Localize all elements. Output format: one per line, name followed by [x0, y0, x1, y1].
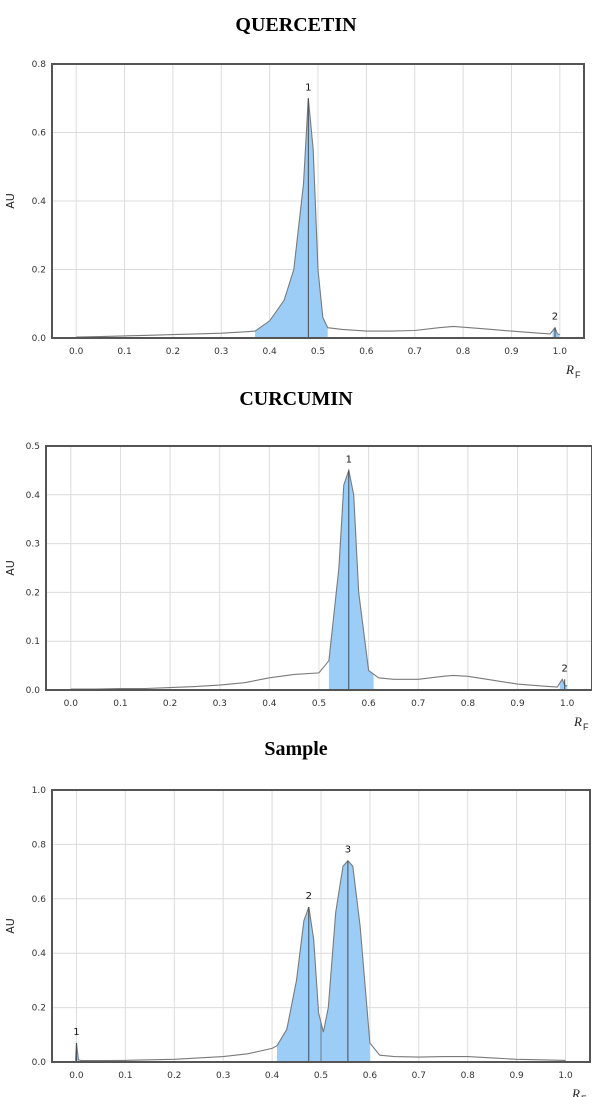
- chart-title: CURCUMIN: [239, 388, 353, 410]
- x-tick-label: 0.4: [265, 1071, 280, 1081]
- curcumin-chart: 0.0 0.1 0.2 0.3 0.4 0.5 0.6 0.7 0.8 0.9 1.0 0.0 0.1 0…: [4, 442, 592, 732]
- x-tick-label: 0.4: [262, 347, 277, 357]
- chart-title: Sample: [264, 738, 328, 760]
- y-tick-label: 0.2: [32, 266, 46, 276]
- x-tick-label: 0.8: [461, 1071, 476, 1081]
- x-axis-label-sub: F: [575, 370, 581, 380]
- y-tick-label: 0.4: [32, 949, 47, 959]
- peak-label: 2: [562, 663, 568, 674]
- x-tick-label: 0.6: [359, 347, 374, 357]
- x-tick-label: 1.0: [553, 347, 568, 357]
- plot-frame: [51, 63, 585, 339]
- x-tick-label: 0.1: [118, 1071, 132, 1081]
- x-axis-label-sub: F: [583, 722, 589, 732]
- x-tick-label: 0.7: [412, 1071, 426, 1081]
- y-tick-label: 1.0: [32, 786, 47, 796]
- x-tick-label: 0.7: [411, 699, 425, 709]
- y-tick-label: 0.2: [26, 588, 40, 598]
- y-axis-label: AU: [4, 560, 17, 576]
- x-tick-label: 0.8: [456, 347, 471, 357]
- x-tick-label: 0.7: [408, 347, 422, 357]
- y-tick-label: 0.6: [32, 895, 47, 905]
- peak-label: 1: [305, 82, 311, 93]
- y-tick-label: 0.8: [32, 840, 47, 850]
- y-axis-label: AU: [4, 193, 17, 209]
- x-tick-label: 0.3: [213, 699, 227, 709]
- x-tick-label: 0.5: [314, 1071, 328, 1081]
- y-tick-label: 0.5: [26, 442, 40, 452]
- x-tick-label: 0.9: [509, 1071, 524, 1081]
- peak-label: 2: [552, 312, 558, 323]
- x-tick-label: 0.0: [69, 1071, 84, 1081]
- y-tick-label: 0.4: [26, 491, 41, 501]
- sample-chart: 0.0 0.1 0.2 0.3 0.4 0.5 0.6 0.7 0.8 0.9 1.0 0.0 0.2 0…: [4, 786, 591, 1097]
- y-tick-label: 0.3: [26, 540, 40, 550]
- x-tick-label: 0.6: [361, 699, 376, 709]
- x-tick-label: 0.8: [461, 699, 476, 709]
- x-tick-label: 1.0: [560, 699, 575, 709]
- x-tick-label: 0.3: [214, 347, 228, 357]
- plot-frame: [45, 445, 592, 691]
- peak-label: 2: [306, 891, 312, 902]
- x-tick-label: 1.0: [558, 1071, 573, 1081]
- x-tick-label: 0.0: [64, 699, 79, 709]
- peak-label: 3: [345, 845, 351, 856]
- y-tick-label: 0.4: [32, 197, 47, 207]
- y-axis-label: AU: [4, 918, 17, 934]
- x-tick-label: 0.9: [510, 699, 525, 709]
- x-tick-label: 0.9: [504, 347, 519, 357]
- y-tick-label: 0.1: [26, 637, 40, 647]
- x-tick-label: 0.6: [363, 1071, 378, 1081]
- x-tick-label: 0.5: [312, 699, 326, 709]
- x-tick-label: 0.5: [311, 347, 325, 357]
- x-tick-label: 0.2: [166, 347, 180, 357]
- x-axis-label: R: [565, 362, 574, 377]
- quercetin-chart: 0.0 0.1 0.2 0.3 0.4 0.5 0.6 0.7 0.8 0.9 1.0 0.0 0.2 0…: [4, 60, 585, 380]
- series-line: [76, 98, 560, 338]
- x-tick-label: 0.1: [113, 699, 127, 709]
- x-tick-label: 0.2: [163, 699, 177, 709]
- x-axis-label: R: [571, 1086, 580, 1097]
- y-tick-label: 0.0: [32, 334, 47, 344]
- series-line: [70, 468, 568, 690]
- x-tick-label: 0.4: [262, 699, 277, 709]
- plot-frame: [51, 789, 591, 1063]
- series-line: [74, 859, 566, 1062]
- y-tick-label: 0.2: [32, 1004, 46, 1014]
- y-tick-label: 0.6: [32, 129, 47, 139]
- peak-label: 1: [346, 454, 352, 465]
- x-tick-label: 0.0: [69, 347, 84, 357]
- y-tick-label: 0.0: [32, 1058, 47, 1068]
- x-axis-label-sub: F: [581, 1094, 587, 1097]
- peak-area: [552, 327, 560, 338]
- y-tick-label: 0.8: [32, 60, 47, 70]
- x-tick-label: 0.2: [167, 1071, 181, 1081]
- peak-area: [255, 98, 328, 338]
- x-tick-label: 0.1: [117, 347, 131, 357]
- peak-label: 1: [73, 1027, 79, 1038]
- x-tick-label: 0.3: [216, 1071, 230, 1081]
- x-axis-label: R: [573, 714, 582, 729]
- peak-area: [328, 471, 374, 690]
- y-tick-label: 0.0: [26, 686, 41, 696]
- chart-title: QUERCETIN: [235, 14, 357, 36]
- peak-area: [276, 861, 370, 1062]
